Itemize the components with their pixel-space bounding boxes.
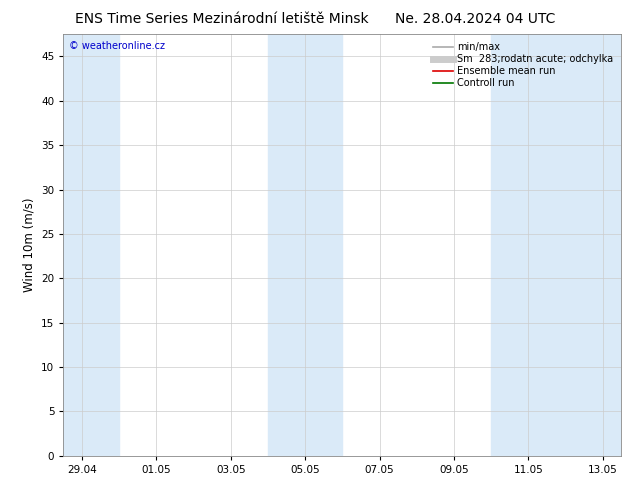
Legend: min/max, Sm  283;rodatn acute; odchylka, Ensemble mean run, Controll run: min/max, Sm 283;rodatn acute; odchylka, … (430, 39, 616, 91)
Text: ENS Time Series Mezinárodní letiště Minsk: ENS Time Series Mezinárodní letiště Mins… (75, 12, 369, 26)
Bar (491, 34, 621, 456)
Bar (268, 34, 342, 456)
Text: Ne. 28.04.2024 04 UTC: Ne. 28.04.2024 04 UTC (396, 12, 555, 26)
Text: © weatheronline.cz: © weatheronline.cz (69, 41, 165, 50)
Bar (45, 34, 119, 456)
Y-axis label: Wind 10m (m/s): Wind 10m (m/s) (23, 198, 36, 292)
